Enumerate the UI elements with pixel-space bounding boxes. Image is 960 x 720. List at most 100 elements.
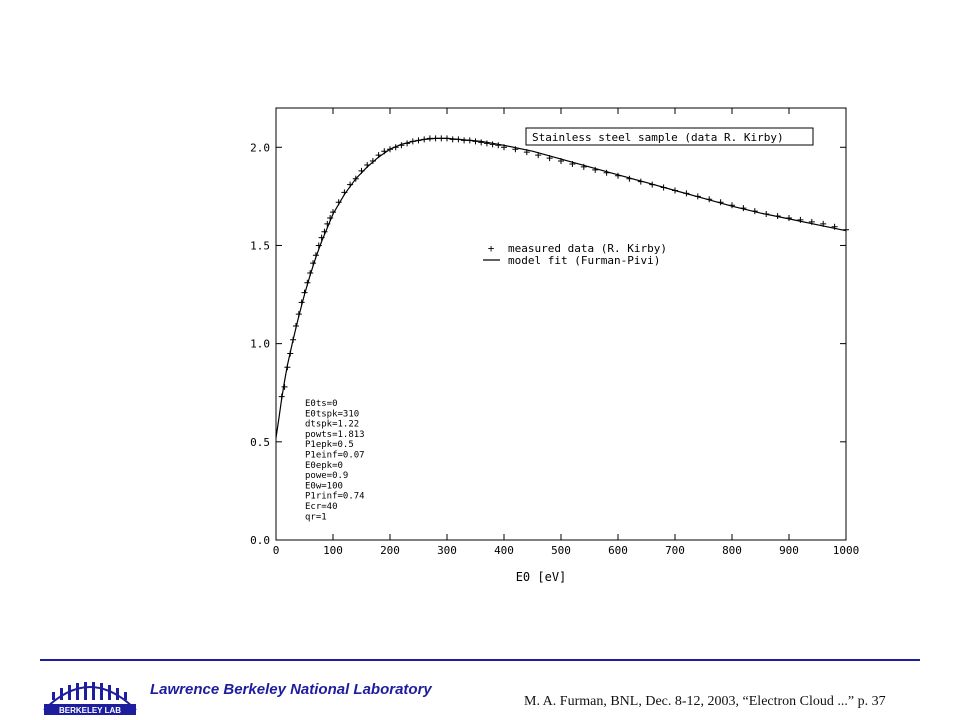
data-point	[512, 146, 519, 153]
data-point	[592, 166, 599, 173]
fit-parameter: P1epk=0.5	[305, 440, 354, 450]
data-point	[763, 211, 770, 218]
x-tick-label: 900	[779, 544, 799, 557]
data-point	[292, 322, 299, 329]
chart: 0 100 200 300 400 500 600 700 800 900 1000 0.0 0.5 1.…	[250, 107, 860, 584]
data-point	[523, 149, 530, 156]
data-point	[278, 393, 285, 400]
x-tick-label: 400	[494, 544, 514, 557]
data-point	[298, 299, 305, 306]
data-point	[672, 187, 678, 194]
data-point	[535, 152, 542, 159]
data-point	[341, 189, 348, 196]
data-point	[284, 364, 291, 371]
data-point	[375, 152, 382, 159]
fit-parameter: E0w=100	[305, 481, 343, 491]
data-point	[774, 213, 781, 219]
y-tick-label: 2.0	[250, 141, 270, 154]
chart-title: Stainless steel sample (data R. Kirby)	[532, 131, 784, 144]
data-point	[461, 137, 468, 144]
data-point	[626, 175, 633, 182]
x-tick-label: 500	[551, 544, 571, 557]
data-point	[603, 169, 610, 176]
data-point	[318, 234, 325, 241]
data-point	[449, 136, 456, 143]
berkeley-lab-logo: BERKELEY LAB	[43, 682, 137, 715]
data-point	[740, 205, 747, 212]
data-point	[466, 137, 473, 144]
data-point	[404, 140, 411, 147]
data-point	[307, 269, 314, 276]
data-point	[335, 199, 342, 206]
data-point	[706, 196, 713, 203]
legend-label: model fit (Furman-Pivi)	[508, 254, 660, 267]
fit-parameter: qr=1	[305, 512, 327, 522]
data-point	[295, 311, 302, 318]
data-point	[438, 135, 445, 142]
data-point	[444, 135, 450, 142]
data-point	[421, 136, 428, 143]
data-point	[660, 184, 667, 191]
data-point	[489, 141, 496, 148]
data-point	[369, 158, 376, 165]
legend-label: measured data (R. Kirby)	[508, 242, 667, 255]
title-box	[525, 127, 814, 146]
fit-parameter: dtspk=1.22	[305, 420, 359, 430]
data-point	[281, 383, 288, 390]
data-point	[301, 289, 308, 296]
x-tick-label: 1000	[833, 544, 860, 557]
data-point	[808, 218, 815, 225]
fit-parameter: E0epk=0	[305, 461, 343, 471]
data-point	[321, 228, 328, 235]
fit-parameter: powe=0.9	[305, 471, 348, 481]
data-point	[312, 252, 319, 259]
x-tick-label: 700	[665, 544, 685, 557]
fit-parameter: E0tspk=310	[305, 409, 359, 419]
data-point	[330, 209, 336, 216]
fit-parameter: E0ts=0	[305, 399, 338, 409]
data-point	[364, 161, 371, 168]
data-point	[831, 223, 838, 230]
data-point	[483, 140, 490, 147]
data-point	[358, 167, 365, 174]
data-point	[580, 163, 587, 170]
x-tick-label: 100	[323, 544, 343, 557]
footer-divider	[40, 659, 920, 661]
data-point	[315, 242, 322, 249]
x-tick-label: 600	[608, 544, 628, 557]
data-point	[478, 139, 485, 146]
data-point	[432, 135, 439, 142]
x-tick-label: 800	[722, 544, 742, 557]
data-point	[649, 181, 656, 188]
fit-parameter: P1einf=0.07	[305, 451, 365, 461]
data-point	[324, 220, 331, 227]
data-point	[843, 226, 849, 233]
data-point	[615, 172, 621, 179]
measured-data-points	[278, 135, 849, 400]
data-point	[415, 137, 422, 144]
data-point	[751, 208, 758, 215]
data-point	[304, 279, 311, 286]
data-point	[290, 336, 297, 343]
data-point	[347, 181, 354, 188]
data-point	[820, 220, 827, 227]
x-tick-label: 300	[437, 544, 457, 557]
data-point	[472, 138, 479, 145]
data-point	[287, 350, 294, 357]
x-axis-label: E0 [eV]	[516, 570, 567, 584]
data-point	[352, 175, 359, 182]
slide-credit: M. A. Furman, BNL, Dec. 8-12, 2003, “Ele…	[524, 694, 886, 709]
data-point	[387, 146, 393, 153]
fit-parameter: P1rinf=0.74	[305, 492, 365, 502]
logo-text: BERKELEY LAB	[59, 706, 121, 715]
data-point	[694, 193, 701, 200]
data-point	[398, 142, 405, 149]
data-point	[797, 216, 804, 223]
data-point	[381, 148, 388, 155]
data-point	[495, 142, 502, 149]
data-point	[683, 190, 690, 197]
y-tick-label: 1.0	[250, 338, 270, 351]
model-fit-line	[275, 137, 847, 438]
data-point	[637, 178, 644, 185]
